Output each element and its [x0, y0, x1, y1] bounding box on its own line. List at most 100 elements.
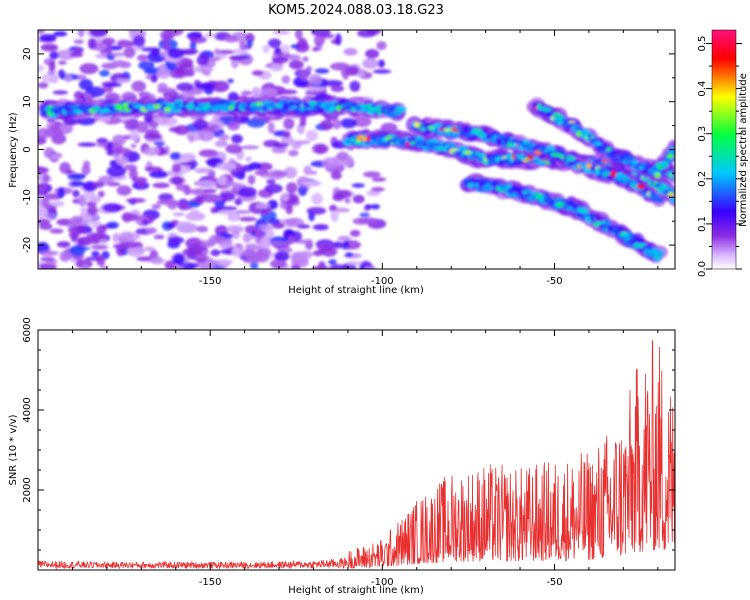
- spectrogram-track-3-blob: [654, 254, 660, 260]
- spectrogram-track-0-blob: [84, 105, 92, 110]
- spectrogram-noise-blob: [129, 129, 140, 142]
- spectrogram-noise-blob: [189, 41, 197, 51]
- snr-y-label: SNR (10 * v/v): [8, 414, 19, 485]
- spectrogram-track-5-blob: [650, 167, 659, 172]
- spectrogram-track-5-blob: [667, 153, 674, 159]
- spectrogram-noise-blob: [296, 140, 311, 145]
- spectrogram-noise-blob: [238, 216, 257, 222]
- spectrogram-noise-blob: [153, 141, 166, 146]
- spectrogram-noise-blob: [39, 222, 53, 230]
- spectrogram-noise-blob: [241, 145, 260, 150]
- spectrogram-track-3-blob: [606, 226, 614, 231]
- spectrogram-noise-blob: [50, 153, 61, 160]
- spectrogram-noise-blob: [264, 183, 283, 194]
- spectrogram-noise-blob: [151, 203, 161, 210]
- spectrogram-noise-blob: [313, 35, 325, 46]
- spectrogram-noise-blob: [245, 156, 252, 162]
- spectrogram-noise-blob: [145, 128, 160, 140]
- spectrogram-y-tick-label: 10: [22, 95, 33, 108]
- spectrogram-noise-blob: [242, 232, 252, 243]
- spectrogram-noise-blob: [337, 235, 352, 242]
- spectrogram-noise-blob: [376, 41, 387, 51]
- spectrogram-noise-blob: [329, 264, 346, 269]
- spectrogram-track-2-blob: [525, 142, 534, 149]
- spectrogram-noise-blob: [344, 198, 351, 204]
- spectrogram-track-2-blob: [604, 170, 609, 175]
- spectrogram-track-0-blob: [330, 106, 335, 111]
- spectrogram-noise-blob: [266, 179, 276, 185]
- spectrogram-noise-blob: [164, 260, 176, 269]
- spectrogram-noise-blob: [113, 147, 132, 155]
- spectrogram-noise-blob: [323, 80, 343, 87]
- spectrogram-noise-blob: [146, 227, 158, 234]
- spectrogram-noise-blob: [234, 209, 252, 215]
- spectrogram-noise-blob: [321, 246, 338, 257]
- spectrogram-noise-blob: [254, 169, 269, 176]
- spectrogram-track-0-blob: [258, 104, 263, 108]
- spectrogram-noise-blob: [77, 30, 85, 38]
- spectrogram-noise-blob: [359, 212, 370, 217]
- spectrogram-noise-blob: [370, 204, 380, 210]
- spectrogram-track-3-blob: [589, 215, 595, 221]
- spectrogram-noise-blob: [239, 40, 247, 51]
- spectrogram-noise-blob: [238, 186, 257, 198]
- spectrogram-track-0-blob: [386, 111, 392, 117]
- spectrogram-noise-blob: [335, 189, 352, 198]
- spectrogram-noise-blob: [149, 257, 165, 265]
- spectrogram-noise-blob: [267, 199, 279, 210]
- spectrogram-noise-blob: [144, 166, 163, 172]
- spectrogram-track-5-blob: [662, 161, 669, 167]
- spectrogram-track-0-blob: [108, 106, 115, 111]
- spectrogram-noise-blob: [99, 239, 108, 245]
- spectrogram-noise-blob: [272, 56, 289, 64]
- spectrogram-noise-blob: [309, 170, 318, 175]
- spectrogram-noise-blob: [133, 35, 146, 47]
- spectrogram-noise-blob: [87, 205, 98, 216]
- spectrogram-noise-blob: [252, 86, 261, 96]
- spectrogram-noise-blob: [153, 234, 165, 240]
- spectrogram-track-1-blob: [464, 150, 472, 155]
- spectrogram-noise-blob: [203, 188, 217, 193]
- spectrogram-noise-blob: [101, 62, 119, 70]
- spectrogram-track-4-blob: [674, 195, 675, 197]
- spectrogram-noise-blob: [48, 61, 56, 72]
- colorbar-gradient: [711, 29, 737, 270]
- spectrogram-noise-blob: [169, 152, 182, 161]
- spectrogram-noise-blob: [129, 168, 138, 181]
- snr-y-tick-label: 4000: [22, 397, 33, 422]
- spectrogram-noise-blob: [107, 141, 113, 154]
- spectrogram-track-2-blob: [478, 132, 486, 139]
- snr-background: [38, 330, 675, 570]
- spectrogram-noise-blob: [56, 49, 76, 60]
- spectrogram-noise-blob: [167, 48, 185, 59]
- colorbar-tick-label: 0.4: [697, 81, 708, 97]
- spectrogram-noise-blob: [253, 251, 270, 263]
- spectrogram-track-2-blob: [419, 124, 428, 128]
- spectrogram-noise-blob: [280, 44, 290, 54]
- spectrogram-noise-blob: [211, 80, 230, 93]
- spectrogram-noise-blob: [214, 140, 228, 148]
- spectrogram-noise-blob: [332, 241, 344, 249]
- spectrogram-noise-blob: [58, 60, 67, 65]
- spectrogram-noise-blob: [40, 43, 59, 51]
- spectrogram-noise-blob: [255, 228, 264, 240]
- snr-y-tick-label: 2000: [22, 477, 33, 502]
- spectrogram-noise-blob: [113, 243, 131, 250]
- spectrogram-noise-blob: [149, 170, 169, 179]
- spectrogram-noise-blob: [225, 144, 243, 154]
- spectrogram-track-0-blob: [152, 104, 162, 109]
- spectrogram-track-2-blob: [503, 136, 511, 143]
- spectrogram-track-1-blob: [472, 152, 477, 157]
- spectrogram-noise-blob: [335, 33, 342, 46]
- spectrogram-noise-blob: [312, 250, 324, 257]
- spectrogram-noise-blob: [274, 251, 290, 262]
- spectrogram-noise-blob: [260, 87, 279, 96]
- spectrogram-noise-blob: [179, 161, 199, 166]
- spectrogram-track-0-blob: [302, 104, 312, 109]
- spectrogram-noise-blob: [306, 86, 327, 92]
- spectrogram-noise-blob: [106, 221, 119, 229]
- spectrogram-track-3-blob: [579, 208, 590, 214]
- spectrogram-track-0-blob: [395, 109, 402, 116]
- spectrogram-track-3-blob: [625, 232, 630, 238]
